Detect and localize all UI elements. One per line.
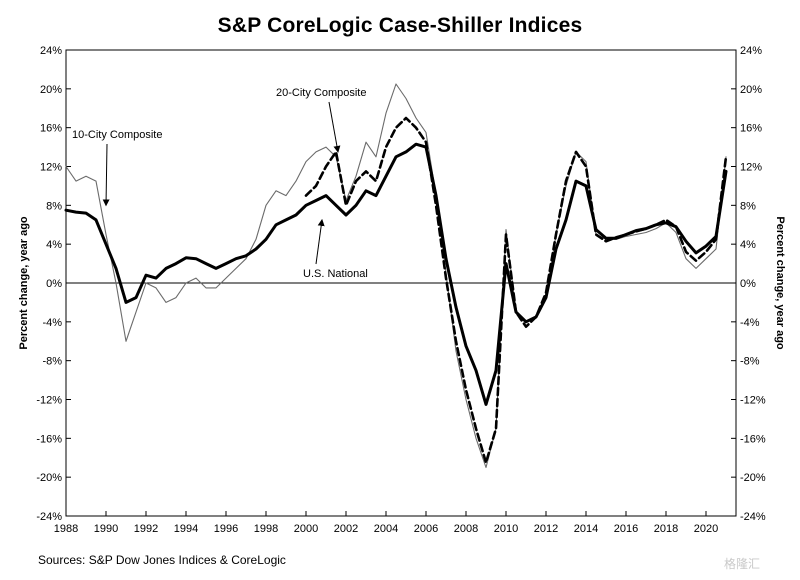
y-tick-label-right: 24% <box>740 45 762 57</box>
y-tick-label-left: 12% <box>40 162 62 174</box>
series-line-20-city-composite <box>304 116 728 464</box>
ticks-layer: -24% -24% -20% -20% -16% -16% -12% -12% -8% -8% -4… <box>36 45 766 535</box>
y-tick-label-right: 8% <box>740 200 756 212</box>
y-tick-label-left: 8% <box>46 200 62 212</box>
annotation-label: 10-City Composite <box>72 129 162 141</box>
x-tick-label: 2020 <box>694 523 718 535</box>
x-tick-label: 1994 <box>174 523 198 535</box>
x-tick-label: 1996 <box>214 523 238 535</box>
chart-title: S&P CoreLogic Case-Shiller Indices <box>217 14 583 37</box>
y-tick-label-left: 4% <box>46 239 62 251</box>
y-tick-label-left: 24% <box>40 45 62 57</box>
y-axis-label-left: Percent change, year ago <box>18 216 30 350</box>
series-line-10-city-composite <box>65 83 727 469</box>
x-tick-label: 1992 <box>134 523 158 535</box>
y-tick-label-right: 12% <box>740 162 762 174</box>
annotation-label: U.S. National <box>303 268 368 280</box>
x-tick-label: 2010 <box>494 523 518 535</box>
y-tick-label-left: -16% <box>36 433 62 445</box>
y-tick-label-left: 20% <box>40 84 62 96</box>
y-tick-label-left: -4% <box>42 317 62 329</box>
y-tick-label-right: -20% <box>740 472 766 484</box>
annotation-arrow <box>328 101 341 153</box>
annotation-layer: 10-City Composite 20-City Composite U.S. N… <box>72 87 368 280</box>
x-tick-label: 1990 <box>94 523 118 535</box>
y-tick-label-left: -8% <box>42 356 62 368</box>
y-axis-label-right: Percent change, year ago <box>774 216 786 350</box>
y-tick-label-right: 16% <box>740 123 762 135</box>
y-tick-label-right: 0% <box>740 278 756 290</box>
y-tick-label-left: 16% <box>40 123 62 135</box>
x-tick-label: 1998 <box>254 523 278 535</box>
annotation-arrow <box>315 218 325 265</box>
x-tick-label: 2002 <box>334 523 358 535</box>
annotation-label: 20-City Composite <box>276 87 366 99</box>
y-tick-label-right: -8% <box>740 356 760 368</box>
annotation-arrow <box>102 143 110 207</box>
x-tick-label: 2006 <box>414 523 438 535</box>
y-tick-label-left: -20% <box>36 472 62 484</box>
x-tick-label: 2018 <box>654 523 678 535</box>
x-tick-label: 2004 <box>374 523 398 535</box>
x-tick-label: 2000 <box>294 523 318 535</box>
series-layer <box>64 83 728 469</box>
source-note: Sources: S&P Dow Jones Indices & CoreLog… <box>38 553 286 567</box>
y-tick-label-left: -24% <box>36 511 62 523</box>
series-line-u-s-national <box>64 142 728 406</box>
y-tick-label-right: 4% <box>740 239 756 251</box>
x-tick-label: 2016 <box>614 523 638 535</box>
x-tick-label: 2014 <box>574 523 598 535</box>
y-tick-label-right: -16% <box>740 433 766 445</box>
x-tick-label: 2012 <box>534 523 558 535</box>
y-tick-label-right: 20% <box>740 84 762 96</box>
y-tick-label-right: -12% <box>740 395 766 407</box>
x-tick-label: 2008 <box>454 523 478 535</box>
x-tick-label: 1988 <box>54 523 78 535</box>
y-tick-label-right: -4% <box>740 317 760 329</box>
y-tick-label-right: -24% <box>740 511 766 523</box>
y-tick-label-left: -12% <box>36 395 62 407</box>
watermark-logo: 格隆汇 <box>724 557 761 571</box>
y-tick-label-left: 0% <box>46 278 62 290</box>
